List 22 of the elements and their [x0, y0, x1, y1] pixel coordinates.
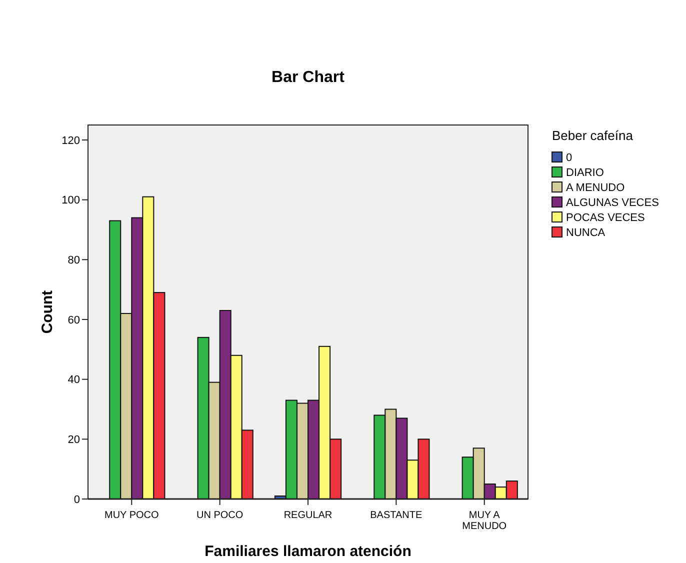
y-axis-title: Count [39, 290, 56, 334]
x-tick-label: MUY POCO [104, 510, 159, 521]
y-tick-label: 40 [68, 374, 80, 386]
legend-title: Beber cafeína [552, 128, 634, 143]
y-tick-label: 20 [68, 434, 80, 446]
legend-label: A MENUDO [566, 182, 626, 194]
y-tick-label: 80 [68, 254, 80, 266]
y-tick-label: 0 [74, 494, 80, 506]
x-tick-label: MUY A MENUDO [462, 510, 507, 532]
legend-label: NUNCA [566, 227, 606, 239]
legend-label: POCAS VECES [566, 212, 645, 224]
y-tick-label: 100 [62, 194, 80, 207]
x-tick-label: REGULAR [284, 510, 332, 521]
y-tick-label: 120 [62, 134, 80, 147]
legend-label: DIARIO [566, 167, 604, 179]
legend-label: ALGUNAS VECES [566, 197, 659, 209]
x-tick-label: UN POCO [196, 510, 244, 521]
y-tick-label: 60 [68, 314, 80, 326]
legend-label: 0 [566, 152, 572, 164]
x-axis-title: Familiares llamaron atención [204, 543, 412, 560]
chart-title: Bar Chart [272, 69, 346, 86]
x-tick-label: BASTANTE [370, 510, 423, 521]
